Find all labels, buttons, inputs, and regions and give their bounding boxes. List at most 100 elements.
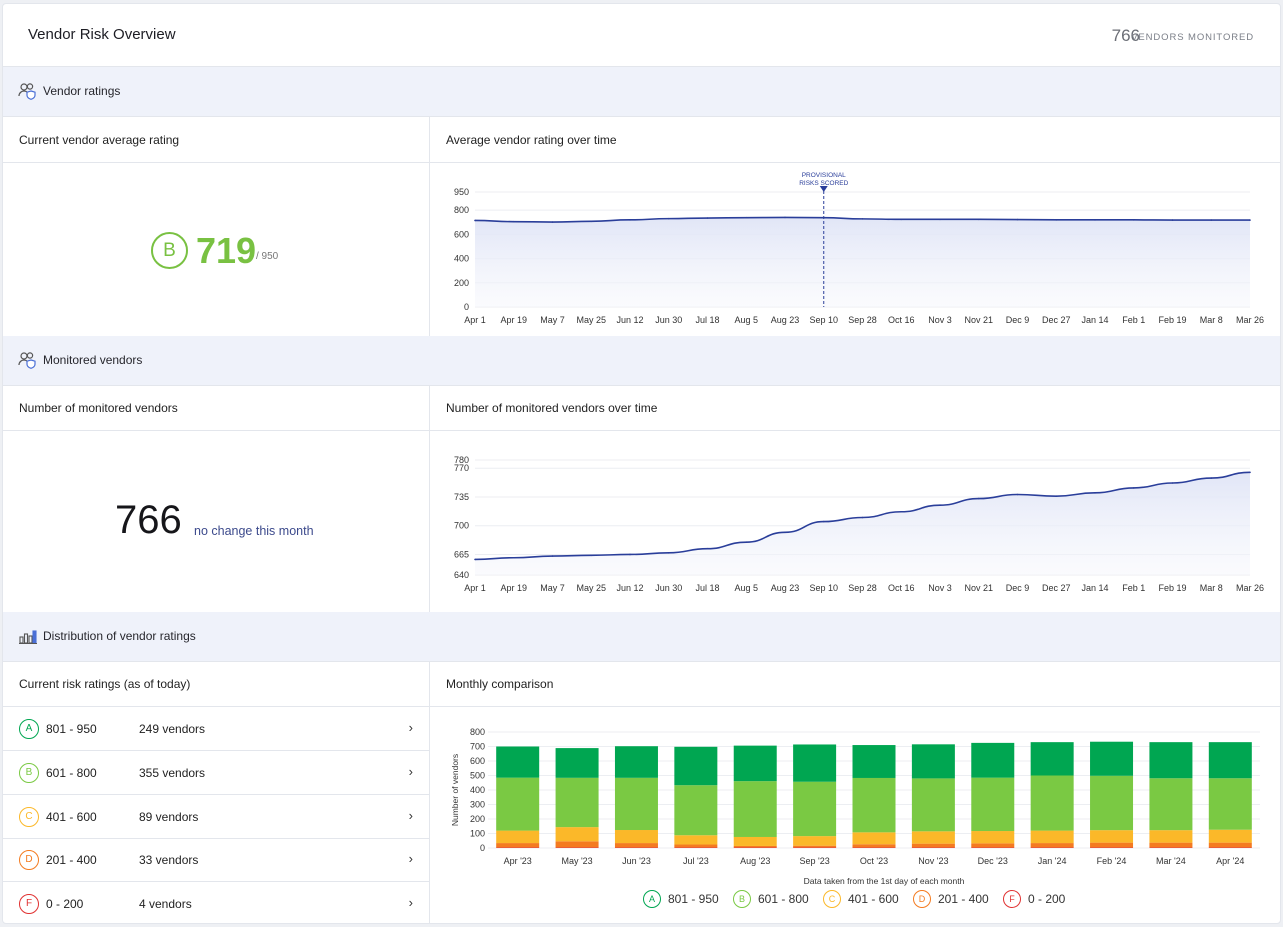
bar-segment: [555, 748, 599, 778]
rating-range: 0 - 200: [46, 897, 84, 911]
bar-segment: [496, 830, 540, 844]
bar-segment: [614, 777, 658, 831]
rating-row-c[interactable]: C 401 - 600 89 vendors ›: [3, 795, 429, 839]
x-tick-label: Sep 28: [848, 583, 877, 593]
rating-row-f[interactable]: F 0 - 200 4 vendors ›: [3, 882, 429, 923]
bar-segment: [971, 847, 1015, 848]
data-point: [861, 516, 864, 519]
bar-segment: [614, 843, 658, 848]
data-point: [629, 553, 631, 556]
page-header: Vendor Risk Overview 766 VENDORS MONITOR…: [3, 4, 1280, 67]
y-tick-label: 665: [454, 549, 469, 559]
x-tick-label: Feb 1: [1122, 583, 1145, 593]
bar-segment: [674, 785, 718, 836]
x-tick-label: Feb 19: [1158, 583, 1186, 593]
y-tick-label: 800: [454, 205, 469, 215]
data-point: [900, 218, 903, 221]
grade-a-icon: A: [19, 719, 39, 739]
bar-segment: [614, 830, 658, 844]
data-point: [745, 541, 748, 543]
vendors-monitored-label: VENDORS MONITORED: [1131, 32, 1254, 43]
x-tick-label: Nov 21: [964, 315, 993, 325]
annotation-marker: [819, 186, 828, 192]
x-tick-label: Mar 26: [1236, 583, 1264, 593]
data-point: [1055, 219, 1058, 221]
rating-range: 401 - 600: [46, 810, 97, 824]
grade-c-icon: C: [823, 890, 841, 908]
bar-segment: [793, 847, 837, 848]
bar-segment: [1149, 847, 1193, 848]
bar-segment: [1208, 742, 1252, 779]
current-average-header: Current vendor average rating: [3, 117, 429, 163]
x-tick-label: Nov 21: [964, 583, 993, 593]
x-tick-label: Apr '23: [504, 856, 532, 866]
bar-segment: [1090, 847, 1134, 848]
annotation-label: RISKS SCORED: [799, 180, 848, 187]
column-divider: [429, 661, 430, 923]
data-point: [1210, 219, 1213, 221]
bar-segment: [1030, 843, 1074, 848]
vendor-risk-overview-card: Vendor Risk Overview 766 VENDORS MONITOR…: [2, 3, 1281, 924]
data-point: [939, 504, 941, 506]
section-distribution: Distribution of vendor ratings: [3, 612, 1280, 662]
bar-segment: [793, 781, 837, 837]
data-point: [551, 221, 554, 223]
bar-segment: [496, 777, 540, 831]
x-tick-label: Aug 5: [734, 583, 758, 593]
bar-segment: [911, 843, 955, 848]
monthly-comparison-header: Monthly comparison: [430, 661, 1280, 707]
bar-segment: [1090, 775, 1134, 831]
bar-segment: [733, 781, 777, 837]
data-point: [512, 556, 515, 559]
x-tick-label: Jul 18: [695, 583, 719, 593]
x-tick-label: Sep 10: [809, 315, 838, 325]
chevron-right-icon: ›: [408, 764, 413, 779]
x-tick-label: Oct 16: [888, 315, 915, 325]
rating-range: 201 - 400: [46, 853, 97, 867]
monitored-count-header: Number of monitored vendors: [3, 385, 429, 431]
monitored-over-time-header: Number of monitored vendors over time: [430, 385, 1280, 431]
panel-title: Number of monitored vendors: [19, 401, 178, 415]
area-fill: [475, 217, 1250, 307]
area-fill: [475, 472, 1250, 575]
bar-segment: [614, 746, 658, 778]
vendors-monitored-count: 766: [1111, 26, 1140, 45]
y-tick-label: 400: [454, 254, 469, 264]
bar-segment: [852, 777, 896, 833]
x-tick-label: Dec 27: [1042, 583, 1071, 593]
data-point: [1132, 219, 1135, 221]
vendor-count: 249 vendors: [139, 722, 206, 736]
bar-segment: [496, 847, 540, 848]
section-vendor-ratings: Vendor ratings: [3, 67, 1280, 117]
x-tick-label: Nov '23: [918, 856, 948, 866]
y-tick-label: 300: [470, 800, 485, 810]
data-point: [977, 497, 980, 500]
bar-segment: [496, 746, 540, 778]
x-tick-label: Sep '23: [799, 856, 829, 866]
monthly-comparison-chart: 0 100 200 300 400 500 600 700 800 Number of vendo…: [450, 727, 1260, 886]
y-tick-label: 500: [470, 771, 485, 781]
data-point: [1016, 218, 1019, 221]
bar-segment: [614, 847, 658, 848]
x-tick-label: Apr 1: [464, 583, 486, 593]
y-axis-label: Number of vendors: [450, 754, 460, 826]
x-tick-label: May '23: [561, 856, 592, 866]
rating-row-d[interactable]: D 201 - 400 33 vendors ›: [3, 838, 429, 882]
chevron-right-icon: ›: [408, 851, 413, 866]
annotation-label: PROVISIONAL: [802, 172, 846, 179]
bar-segment: [1030, 830, 1074, 844]
users-shield-icon: [18, 83, 36, 100]
y-tick-label: 600: [470, 756, 485, 766]
y-tick-label: 200: [470, 814, 485, 824]
x-tick-label: May 25: [576, 583, 606, 593]
y-tick-label: 735: [454, 492, 469, 502]
bar-segment: [733, 745, 777, 782]
x-tick-label: Sep 28: [848, 315, 877, 325]
rating-row-b[interactable]: B 601 - 800 355 vendors ›: [3, 751, 429, 795]
grade-d-icon: D: [913, 890, 931, 908]
panel-title: Current vendor average rating: [19, 133, 180, 147]
legend-label: 601 - 800: [758, 892, 809, 906]
bar-segment: [1090, 741, 1134, 776]
bar-segment: [674, 746, 718, 786]
rating-row-a[interactable]: A 801 - 950 249 vendors ›: [3, 707, 429, 751]
